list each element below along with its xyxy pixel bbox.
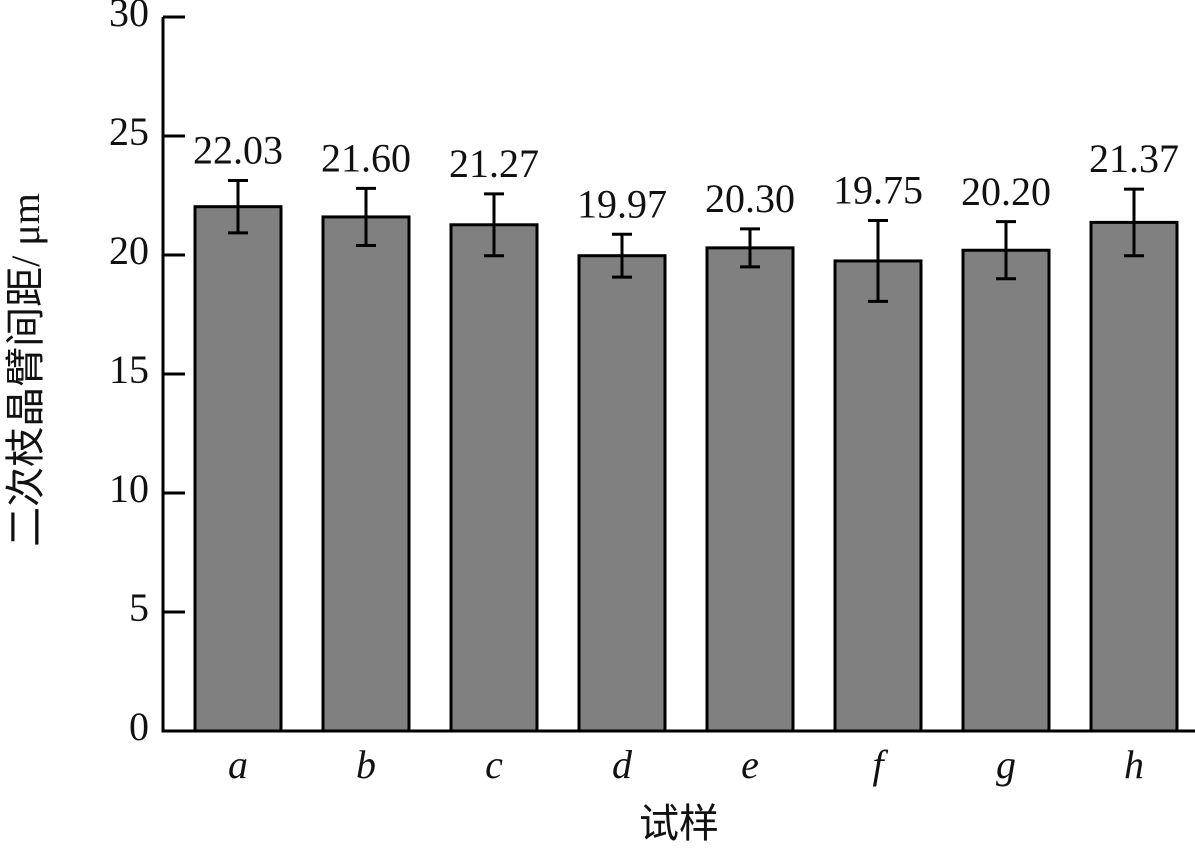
- bar: [1089, 220, 1179, 733]
- value-label: 21.37: [1089, 136, 1179, 181]
- value-label: 22.03: [193, 128, 283, 173]
- bar: [193, 205, 283, 733]
- bar: [961, 248, 1051, 733]
- y-tick-label: 30: [109, 0, 149, 35]
- bar: [321, 215, 411, 733]
- y-axis-label: 二次枝晶臂间距/ μm: [3, 193, 48, 547]
- bar: [833, 259, 923, 733]
- value-label: 21.60: [321, 136, 411, 181]
- x-tick-label: c: [485, 742, 503, 787]
- x-tick-label: e: [741, 742, 759, 787]
- value-label: 19.97: [577, 181, 667, 226]
- x-tick-label: d: [612, 742, 633, 787]
- y-tick-label: 15: [109, 347, 149, 392]
- y-tick-label: 10: [109, 466, 149, 511]
- bar: [705, 246, 795, 733]
- y-tick-label: 5: [129, 585, 149, 630]
- y-tick-label: 20: [109, 228, 149, 273]
- x-tick-label: h: [1124, 742, 1144, 787]
- y-tick-label: 0: [129, 704, 149, 749]
- x-tick-label: f: [872, 742, 888, 787]
- x-axis-label: 试样: [639, 801, 719, 846]
- x-tick-label: b: [356, 742, 376, 787]
- x-tick-label: g: [996, 742, 1016, 787]
- value-label: 20.20: [961, 169, 1051, 214]
- x-tick-label: a: [228, 742, 248, 787]
- value-label: 19.75: [833, 168, 923, 213]
- y-tick-label: 25: [109, 109, 149, 154]
- bar: [577, 254, 667, 733]
- value-label: 20.30: [705, 176, 795, 221]
- value-label: 21.27: [449, 141, 539, 186]
- bar: [449, 223, 539, 733]
